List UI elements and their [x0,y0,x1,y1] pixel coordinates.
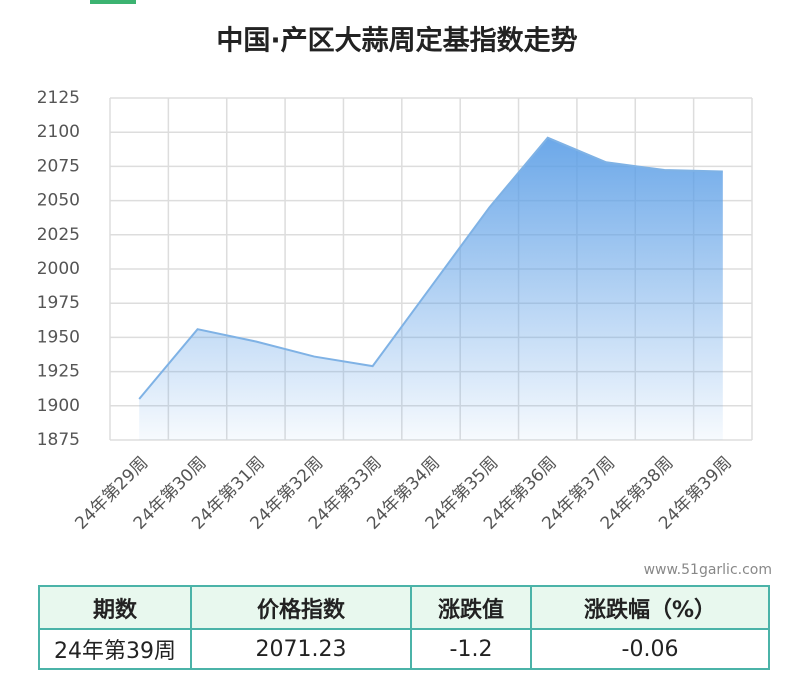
header-row: 期数 价格指数 涨跌值 涨跌幅（%） [38,585,770,630]
y-tick-label: 1950 [37,327,80,347]
cell: 2071.23 [190,628,412,670]
line [138,136,723,400]
y-tick-label: 2100 [37,122,80,142]
y-tick-label: 2025 [37,225,80,245]
header-cell: 涨跌幅（%） [530,585,770,630]
tab-marker [90,0,136,4]
cell: -0.06 [530,628,770,670]
data-row: 24年第39周 2071.23 -1.2 -0.06 [38,628,770,670]
cell: 24年第39周 [38,628,192,670]
y-tick-label: 1875 [37,430,80,450]
header-cell: 涨跌值 [410,585,532,630]
cell: -1.2 [410,628,532,670]
y-tick-label: 2000 [37,259,80,279]
watermark: www.51garlic.com [644,562,772,578]
y-tick-label: 2125 [37,88,80,108]
header-cell: 期数 [38,585,192,630]
summary-table: 期数 价格指数 涨跌值 涨跌幅（%） 24年第39周 2071.23 -1.2 … [38,585,770,670]
chart: 中国·产区大蒜周定基指数走势 www.51garlic.com 1875 1900… [37,0,772,578]
area [139,137,723,440]
y-tick-label: 1900 [37,396,80,416]
y-tick-label: 1975 [37,293,80,313]
header-cell: 价格指数 [190,585,412,630]
y-tick-label: 2075 [37,156,80,176]
chart-title: 中国·产区大蒜周定基指数走势 [216,25,577,57]
y-tick-label: 2050 [37,191,80,211]
y-tick-label: 1925 [37,362,80,382]
